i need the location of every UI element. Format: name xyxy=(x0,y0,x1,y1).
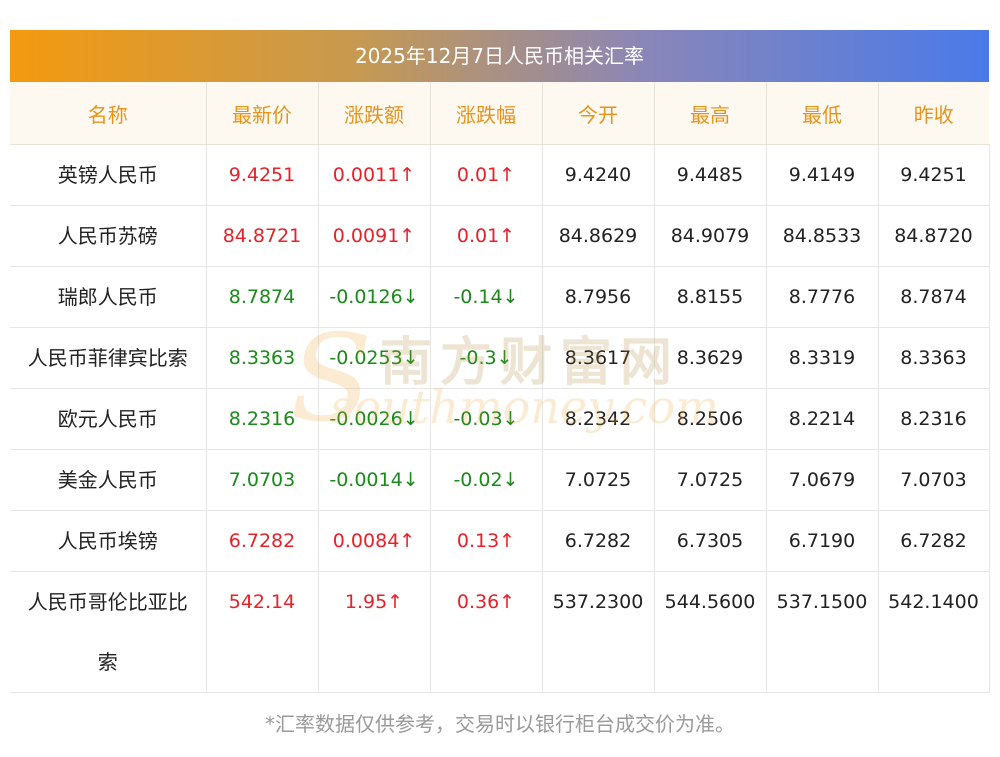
header-latest: 最新价 xyxy=(206,82,319,145)
cell-low: 8.7776 xyxy=(766,266,879,328)
header-pct: 涨跌幅 xyxy=(430,82,543,145)
cell-low: 6.7190 xyxy=(766,510,879,572)
cell-change: -0.0014↓ xyxy=(318,449,431,511)
cell-low: 537.1500 xyxy=(766,571,879,693)
cell-open: 9.4240 xyxy=(542,144,655,206)
cell-low: 8.2214 xyxy=(766,388,879,450)
cell-high: 544.5600 xyxy=(654,571,767,693)
header-change: 涨跌额 xyxy=(318,82,431,145)
header-name: 名称 xyxy=(10,82,207,145)
cell-change: 0.0091↑ xyxy=(318,205,431,267)
cell-open: 7.0725 xyxy=(542,449,655,511)
cell-change: 0.0084↑ xyxy=(318,510,431,572)
cell-high: 7.0725 xyxy=(654,449,767,511)
cell-open: 6.7282 xyxy=(542,510,655,572)
table-row: 美金人民币 7.0703 -0.0014↓ -0.02↓ 7.0725 7.0725 7.0… xyxy=(10,449,990,511)
cell-prev: 8.3363 xyxy=(878,327,990,389)
name-line-1: 人民币哥伦比亚比 xyxy=(27,590,188,614)
cell-low: 8.3319 xyxy=(766,327,879,389)
cell-latest: 6.7282 xyxy=(206,510,319,572)
cell-latest: 9.4251 xyxy=(206,144,319,206)
currency-pair-name: 人民币哥伦比亚比索 xyxy=(10,571,207,693)
cell-low: 9.4149 xyxy=(766,144,879,206)
cell-high: 6.7305 xyxy=(654,510,767,572)
cell-prev: 7.0703 xyxy=(878,449,990,511)
cell-open: 8.7956 xyxy=(542,266,655,328)
cell-pct: 0.01↑ xyxy=(430,205,543,267)
cell-open: 8.3617 xyxy=(542,327,655,389)
currency-pair-name: 瑞郎人民币 xyxy=(10,266,207,328)
cell-prev: 542.1400 xyxy=(878,571,990,693)
cell-latest: 8.3363 xyxy=(206,327,319,389)
table-row: 瑞郎人民币 8.7874 -0.0126↓ -0.14↓ 8.7956 8.8155 8.7… xyxy=(10,266,990,328)
cell-prev: 8.7874 xyxy=(878,266,990,328)
cell-prev: 8.2316 xyxy=(878,388,990,450)
table-row: 人民币埃镑 6.7282 0.0084↑ 0.13↑ 6.7282 6.7305 6.719… xyxy=(10,510,990,572)
currency-pair-name: 人民币菲律宾比索 xyxy=(10,327,207,389)
cell-pct: -0.02↓ xyxy=(430,449,543,511)
cell-latest: 84.8721 xyxy=(206,205,319,267)
cell-change: 1.95↑ xyxy=(318,571,431,693)
cell-change: -0.0126↓ xyxy=(318,266,431,328)
cell-pct: 0.13↑ xyxy=(430,510,543,572)
cell-prev: 6.7282 xyxy=(878,510,990,572)
table-row: 人民币哥伦比亚比索 542.14 1.95↑ 0.36↑ 537.2300 544.560… xyxy=(10,571,990,693)
cell-change: -0.0253↓ xyxy=(318,327,431,389)
table-row: 人民币苏磅 84.8721 0.0091↑ 0.01↑ 84.8629 84.9079 84… xyxy=(10,205,990,267)
name-line-2: 索 xyxy=(97,650,118,674)
header-open: 今开 xyxy=(542,82,655,145)
cell-low: 84.8533 xyxy=(766,205,879,267)
cell-high: 9.4485 xyxy=(654,144,767,206)
header-row: 名称 最新价 涨跌额 涨跌幅 今开 最高 最低 昨收 xyxy=(10,82,989,145)
cell-latest: 8.2316 xyxy=(206,388,319,450)
table-title: 2025年12月7日人民币相关汇率 xyxy=(10,30,989,82)
cell-open: 537.2300 xyxy=(542,571,655,693)
cell-pct: -0.03↓ xyxy=(430,388,543,450)
cell-low: 7.0679 xyxy=(766,449,879,511)
currency-pair-name: 英镑人民币 xyxy=(10,144,207,206)
cell-latest: 8.7874 xyxy=(206,266,319,328)
cell-pct: 0.01↑ xyxy=(430,144,543,206)
table-row: 人民币菲律宾比索 8.3363 -0.0253↓ -0.3↓ 8.3617 8.3629 8… xyxy=(10,327,990,389)
header-prev: 昨收 xyxy=(878,82,989,145)
header-low: 最低 xyxy=(766,82,879,145)
cell-pct: 0.36↑ xyxy=(430,571,543,693)
cell-pct: -0.14↓ xyxy=(430,266,543,328)
cell-latest: 7.0703 xyxy=(206,449,319,511)
cell-high: 84.9079 xyxy=(654,205,767,267)
cell-open: 84.8629 xyxy=(542,205,655,267)
header-high: 最高 xyxy=(654,82,767,145)
currency-pair-name: 欧元人民币 xyxy=(10,388,207,450)
table-row: 英镑人民币 9.4251 0.0011↑ 0.01↑ 9.4240 9.4485 9.414… xyxy=(10,144,990,206)
cell-pct: -0.3↓ xyxy=(430,327,543,389)
currency-pair-name: 人民币苏磅 xyxy=(10,205,207,267)
currency-pair-name: 美金人民币 xyxy=(10,449,207,511)
cell-high: 8.8155 xyxy=(654,266,767,328)
table-row: 欧元人民币 8.2316 -0.0026↓ -0.03↓ 8.2342 8.2506 8.2… xyxy=(10,388,990,450)
cell-prev: 84.8720 xyxy=(878,205,990,267)
cell-change: 0.0011↑ xyxy=(318,144,431,206)
cell-change: -0.0026↓ xyxy=(318,388,431,450)
rates-panel: 2025年12月7日人民币相关汇率 名称 最新价 涨跌额 涨跌幅 今开 最高 最… xyxy=(10,30,990,693)
currency-pair-name: 人民币埃镑 xyxy=(10,510,207,572)
rates-table: 名称 最新价 涨跌额 涨跌幅 今开 最高 最低 昨收 英镑人民币 9.4251 0.… xyxy=(10,82,990,693)
footer-note: *汇率数据仅供参考，交易时以银行柜台成交价为准。 xyxy=(265,712,735,736)
cell-prev: 9.4251 xyxy=(878,144,990,206)
cell-high: 8.3629 xyxy=(654,327,767,389)
cell-latest: 542.14 xyxy=(206,571,319,693)
cell-high: 8.2506 xyxy=(654,388,767,450)
cell-open: 8.2342 xyxy=(542,388,655,450)
